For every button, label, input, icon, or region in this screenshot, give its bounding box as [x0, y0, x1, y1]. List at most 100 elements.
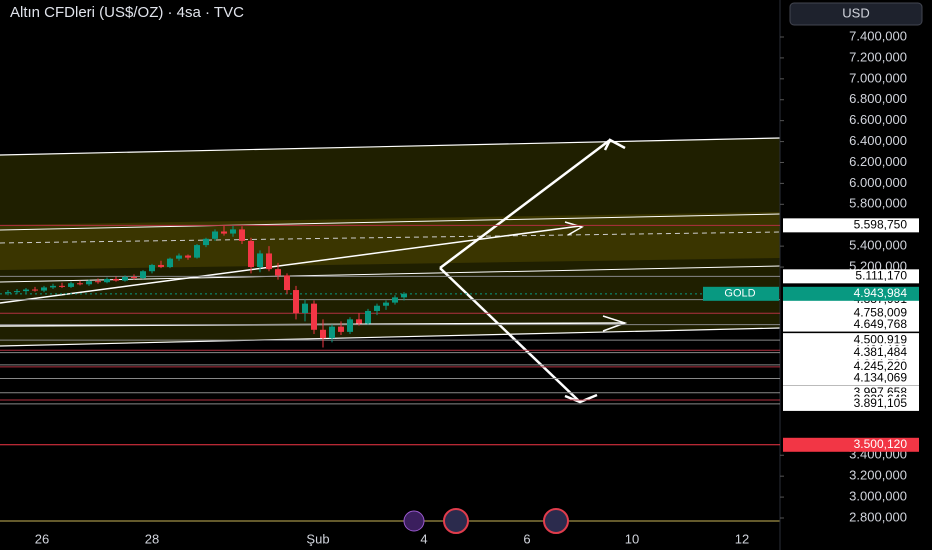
- alert-tag: [783, 437, 919, 452]
- candle-body: [77, 283, 83, 285]
- candle-body: [266, 253, 272, 270]
- candle-body: [365, 310, 371, 324]
- candle-body: [50, 285, 56, 288]
- currency-label[interactable]: USD: [842, 5, 869, 20]
- y-tick-label: 7.200,000: [849, 49, 907, 64]
- candle-body: [158, 264, 164, 268]
- price-tag-label: 4.649,768: [854, 317, 908, 331]
- candle-body: [338, 326, 344, 332]
- price-tag-label: 4.500,919: [854, 332, 908, 346]
- y-tick-label: 6.800,000: [849, 91, 907, 106]
- candle-body: [59, 285, 65, 287]
- price-tag: [783, 218, 919, 233]
- candle-body: [32, 289, 38, 291]
- currency-button[interactable]: [789, 2, 923, 26]
- price-tag-label: 4.245,220: [854, 359, 908, 373]
- price-tag: [783, 317, 919, 332]
- arrow-head: [564, 221, 584, 236]
- price-tag-label: 4.758,009: [854, 305, 908, 319]
- dashed-line: [0, 231, 781, 244]
- candle-body: [257, 253, 263, 268]
- y-tick-label: 7.400,000: [849, 28, 907, 43]
- y-tick-label: 6.200,000: [849, 154, 907, 169]
- arrow-head: [602, 315, 628, 332]
- channel-line: [0, 265, 781, 283]
- symbol-tag: [703, 286, 779, 301]
- candle-body: [293, 290, 299, 314]
- candle-body: [203, 238, 209, 246]
- candle-body: [284, 275, 290, 291]
- y-tick-label: 6.000,000: [849, 175, 907, 190]
- y-tick-label: 6.400,000: [849, 133, 907, 148]
- chart-title: Altın CFDleri (US$/OZ) · 4sa · TVC: [10, 4, 244, 21]
- price-tag: [783, 269, 919, 284]
- x-tick-label: 4: [420, 531, 427, 546]
- candle-body: [356, 319, 362, 324]
- candle-body: [212, 231, 218, 239]
- candle-body: [392, 297, 398, 303]
- y-tick-label: 3.200,000: [849, 468, 907, 483]
- candle-body: [275, 269, 281, 276]
- y-tick-label: 5.400,000: [849, 238, 907, 253]
- last-price-tag: [783, 286, 919, 301]
- arrow-head: [603, 138, 626, 151]
- candle-body: [167, 258, 173, 268]
- x-tick-label: 6: [523, 531, 530, 546]
- candle-body: [131, 276, 137, 279]
- candle-body: [122, 276, 128, 281]
- x-tick-label: 12: [735, 531, 749, 546]
- candle-body: [86, 281, 92, 285]
- candle-body: [374, 305, 380, 311]
- price-tag: [783, 306, 919, 321]
- candle-body: [140, 271, 146, 279]
- candle-body: [230, 229, 236, 234]
- trend-arrow: [0, 225, 581, 304]
- candle-body: [5, 292, 11, 294]
- price-tag-label: 3.891,105: [854, 396, 908, 410]
- candle-body: [329, 326, 335, 339]
- candle-body: [347, 319, 353, 332]
- candle-body: [149, 264, 155, 272]
- candle-body: [221, 231, 227, 234]
- candle-body: [383, 302, 389, 306]
- price-tag: [783, 371, 919, 386]
- channel-line: [0, 137, 781, 156]
- candle-body: [320, 329, 326, 339]
- symbol-tag-label: GOLD: [724, 288, 755, 300]
- candle-body: [104, 279, 110, 283]
- price-tag: [783, 345, 919, 360]
- x-tick-label: 28: [145, 531, 159, 546]
- x-tick-label: 10: [625, 531, 639, 546]
- price-tag: [783, 359, 919, 374]
- event-icon[interactable]: [403, 510, 425, 532]
- y-tick-label: 7.000,000: [849, 70, 907, 85]
- price-tag-label: 4.381,484: [854, 345, 908, 359]
- candle-body: [248, 240, 254, 268]
- price-tag: [783, 396, 919, 411]
- event-icon[interactable]: [443, 508, 469, 534]
- y-tick-label: 2.800,000: [849, 509, 907, 524]
- x-tick-label: 26: [35, 531, 49, 546]
- candle-body: [239, 229, 245, 241]
- price-tag-label: 5.598,750: [854, 218, 908, 232]
- candle-body: [302, 303, 308, 314]
- candle-body: [68, 283, 74, 287]
- candle-body: [194, 245, 200, 258]
- channel-line: [0, 327, 781, 347]
- candle-body: [95, 281, 101, 283]
- last-price-label: 4.943,984: [854, 286, 908, 300]
- event-icon[interactable]: [543, 508, 569, 534]
- down-arrow: [439, 267, 581, 403]
- y-tick-label: 3.000,000: [849, 489, 907, 504]
- candle-body: [176, 255, 182, 259]
- arrow-head: [564, 393, 598, 404]
- price-tag-label: 4.134,069: [854, 371, 908, 385]
- channel-line: [0, 213, 781, 231]
- candle-body: [311, 303, 317, 330]
- candle-body: [14, 291, 20, 293]
- y-tick-label: 6.600,000: [849, 112, 907, 127]
- candle-body: [113, 279, 119, 281]
- up-arrow: [439, 139, 611, 269]
